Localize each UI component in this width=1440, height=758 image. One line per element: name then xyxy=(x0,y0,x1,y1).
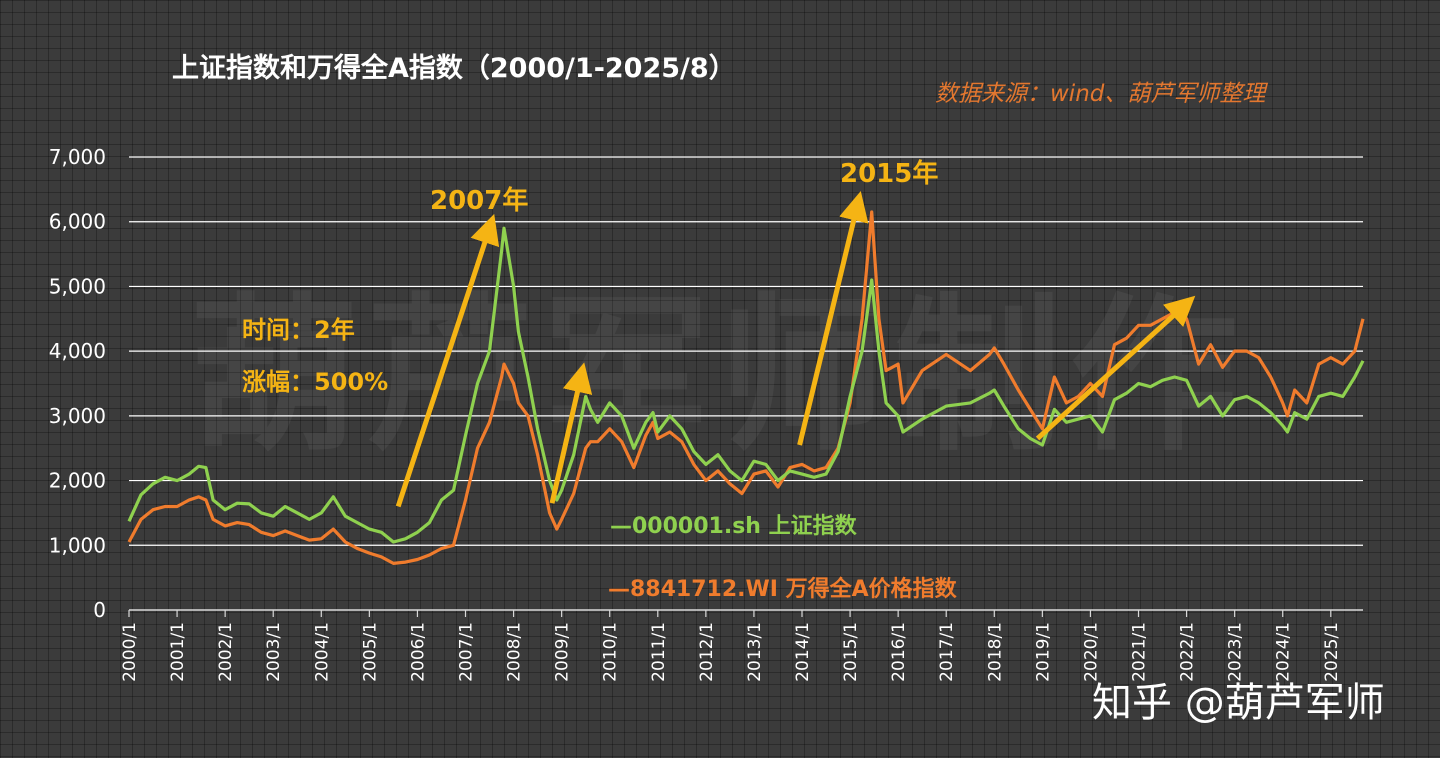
x-tick-label: 2016/1 xyxy=(889,622,909,682)
x-tick-label: 2012/1 xyxy=(697,622,717,682)
x-tick-label: 2015/1 xyxy=(841,622,861,682)
y-tick-label: 7,000 xyxy=(49,145,106,169)
x-tick-label: 2018/1 xyxy=(985,622,1005,682)
annotation-2007: 2007年 xyxy=(430,186,529,216)
x-tick-label: 2019/1 xyxy=(1033,622,1053,682)
series-lines xyxy=(127,210,1365,565)
annotation-gain: 涨幅：500% xyxy=(242,368,389,396)
watermark-text: 葫芦军师制作 xyxy=(190,278,1246,474)
x-tick-label: 2011/1 xyxy=(649,622,669,682)
trend-arrow xyxy=(797,190,869,446)
x-tick-label: 2001/1 xyxy=(168,622,188,682)
grid-lines xyxy=(129,156,1363,546)
y-tick-label: 3,000 xyxy=(49,404,106,428)
annotation-2015: 2015年 xyxy=(840,159,939,189)
y-axis-ticks: 0 1,000 2,000 3,000 4,000 5,000 6,000 7,000 xyxy=(49,145,106,622)
x-tick-label: 2010/1 xyxy=(601,622,621,682)
trend-arrows xyxy=(395,190,1196,508)
x-tick-label: 2005/1 xyxy=(360,622,380,682)
x-tick-label: 2021/1 xyxy=(1130,622,1150,682)
y-tick-label: 2,000 xyxy=(49,469,106,493)
x-tick-label: 2023/1 xyxy=(1226,622,1246,682)
annotation-duration: 时间：2年 xyxy=(242,316,355,344)
y-tick-label: 1,000 xyxy=(49,533,106,557)
x-tick-label: 2007/1 xyxy=(457,622,477,682)
x-tick-label: 2025/1 xyxy=(1322,622,1342,682)
x-tick-label: 2022/1 xyxy=(1178,622,1198,682)
x-tick-label: 2013/1 xyxy=(745,622,765,682)
series-line-sh xyxy=(127,226,1365,544)
y-tick-label: 4,000 xyxy=(49,339,106,363)
trend-arrow xyxy=(549,362,593,504)
x-tick-label: 2004/1 xyxy=(312,622,332,682)
x-tick-label: 2017/1 xyxy=(937,622,957,682)
x-tick-label: 2014/1 xyxy=(793,622,813,682)
x-tick-label: 2006/1 xyxy=(408,622,428,682)
series-line-wi xyxy=(127,210,1365,565)
x-tick-label: 2008/1 xyxy=(505,622,525,682)
data-source-note: 数据来源：wind、葫芦军师整理 xyxy=(935,81,1266,107)
zhihu-watermark: 知乎 @葫芦军师 xyxy=(1092,680,1385,726)
y-tick-label: 0 xyxy=(93,598,106,622)
y-tick-label: 6,000 xyxy=(49,210,106,234)
trend-arrow xyxy=(395,213,500,508)
x-tick-label: 2009/1 xyxy=(553,622,573,682)
legend-entry-wi: —8841712.WI 万得全A价格指数 xyxy=(608,577,957,602)
x-axis: 2000/1 2001/1 2002/1 2003/1 2004/1 2005/1 2006… xyxy=(120,609,1363,682)
y-tick-label: 5,000 xyxy=(49,274,106,298)
trend-arrow xyxy=(1035,295,1196,441)
x-tick-label: 2000/1 xyxy=(120,622,140,682)
x-tick-label: 2024/1 xyxy=(1274,622,1294,682)
chart-title: 上证指数和万得全A指数（2000/1-2025/8） xyxy=(172,53,736,84)
x-tick-label: 2002/1 xyxy=(216,622,236,682)
x-tick-label: 2003/1 xyxy=(264,622,284,682)
legend-entry-sh: —000001.sh 上证指数 xyxy=(610,514,857,539)
x-tick-label: 2020/1 xyxy=(1081,622,1101,682)
